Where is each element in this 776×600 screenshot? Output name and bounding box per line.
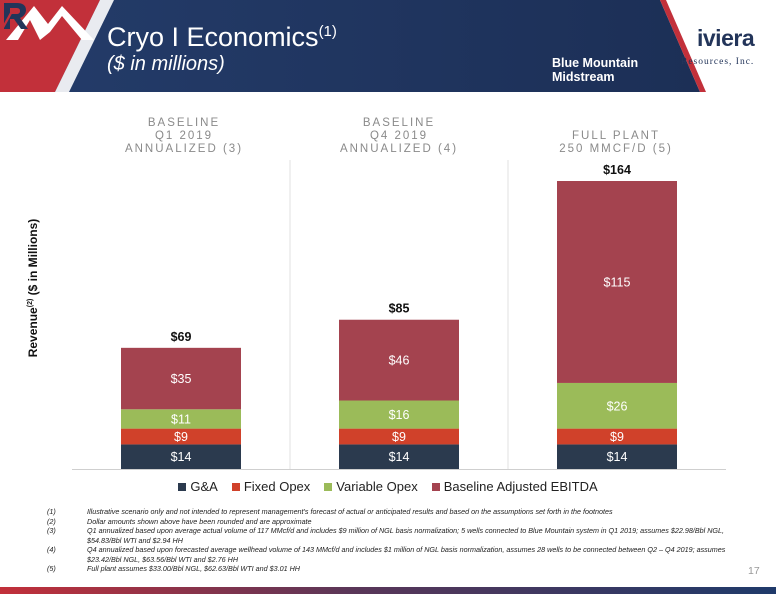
bar-total-label: $69 xyxy=(171,330,192,344)
footnotes: (1) Illustrative scenario only and not in… xyxy=(47,507,737,574)
footnote: (4) Q4 annualized based upon forecasted a… xyxy=(47,545,726,564)
bar-segment-label: $14 xyxy=(171,450,192,464)
bar-segment xyxy=(339,428,459,445)
bar-segment xyxy=(121,347,241,410)
bar-segment-label: $9 xyxy=(392,430,406,444)
page-title: Cryo I Economics(1) xyxy=(107,22,337,52)
column-header-full-plant: FULL PLANT 250 MMCF/D (5) xyxy=(559,130,673,155)
bar-segment-label: $9 xyxy=(174,430,188,444)
bar-segment-label: $16 xyxy=(389,408,410,422)
footnote: (5) Full plant assumes $33.00/Bbl NGL, $6… xyxy=(47,564,300,573)
bar-segment-label: $26 xyxy=(607,399,628,413)
riviera-logo-subtext: Resources, Inc. xyxy=(681,57,755,67)
footnote: (3) Q1 annualized based upon average actu… xyxy=(47,526,724,545)
bar-segment-label: $11 xyxy=(171,412,191,426)
bar-segment-label: $46 xyxy=(389,354,410,368)
column-header-q4: BASELINE Q4 2019 ANNUALIZED (4) xyxy=(339,117,459,155)
bar-segment xyxy=(121,444,241,469)
bar-segment-label: $35 xyxy=(171,372,192,386)
bar-segment xyxy=(557,382,677,429)
bar-segment xyxy=(557,428,677,445)
bar-total-label: $164 xyxy=(603,163,631,177)
bar-segment-label: $14 xyxy=(389,450,410,464)
header-banner: Cryo I Economics(1) ($ in millions) Blue… xyxy=(0,0,776,92)
bar-segment xyxy=(557,181,677,383)
legend-item-ga: G&A xyxy=(178,479,218,494)
page-subtitle: ($ in millions) xyxy=(107,53,225,75)
bottom-banner xyxy=(0,587,776,594)
legend-item-ebitda: Baseline Adjusted EBITDA xyxy=(431,479,598,494)
blue-mountain-logo-subtext: Midstream xyxy=(552,70,615,84)
legend-swatch xyxy=(178,482,187,491)
bar-segment xyxy=(339,400,459,429)
column-header-q1: BASELINE Q1 2019 ANNUALIZED (3) xyxy=(124,117,244,155)
footnote: (1) Illustrative scenario only and not in… xyxy=(47,507,613,516)
footnote: (2) Dollar amounts shown above have been … xyxy=(47,516,312,526)
legend-item-variable-opex: Variable Opex xyxy=(324,479,418,494)
bar-segment-label: $115 xyxy=(604,275,631,289)
legend-swatch xyxy=(324,482,333,491)
bar-segment xyxy=(121,428,241,445)
bar-segment-label: $14 xyxy=(607,450,628,464)
riviera-r-icon xyxy=(2,3,28,29)
bar-segment xyxy=(557,444,677,469)
bar-segment xyxy=(339,319,459,401)
page-number: 17 xyxy=(748,565,760,577)
legend-swatch xyxy=(231,482,240,491)
bar-segment xyxy=(339,444,459,469)
riviera-logo-text: iviera xyxy=(697,25,755,51)
bar-total-label: $85 xyxy=(389,302,410,316)
legend-swatch xyxy=(431,482,440,491)
blue-mountain-logo-text: Blue Mountain xyxy=(552,56,639,70)
chart-legend: G&A Fixed Opex Variable Opex Baseline Ad… xyxy=(0,479,776,494)
mountain-logo-icon xyxy=(6,6,94,40)
legend-item-fixed-opex: Fixed Opex xyxy=(231,479,310,494)
bar-segment-label: $9 xyxy=(610,430,624,444)
bar-segment xyxy=(121,409,241,429)
